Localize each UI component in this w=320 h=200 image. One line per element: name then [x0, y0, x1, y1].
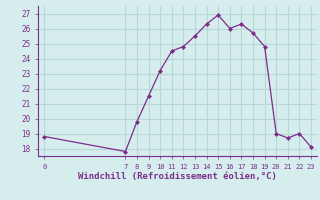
- X-axis label: Windchill (Refroidissement éolien,°C): Windchill (Refroidissement éolien,°C): [78, 172, 277, 181]
